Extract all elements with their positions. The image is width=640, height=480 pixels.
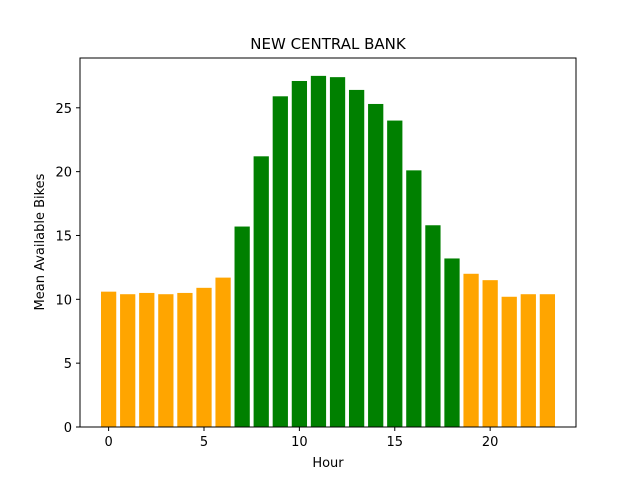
bar-hour-3 — [158, 294, 174, 427]
bar-hour-19 — [463, 273, 479, 427]
y-tick-label: 25 — [55, 102, 72, 117]
bar-hour-16 — [406, 170, 422, 427]
bar-hour-11 — [310, 75, 327, 428]
bar-hour-23 — [539, 294, 556, 427]
bar-hour-12 — [329, 77, 346, 427]
x-tick-label: 20 — [482, 435, 499, 450]
y-axis-label: Mean Available Bikes — [33, 173, 48, 310]
y-axis-ticks: 0 5 10 15 20 25 — [55, 102, 80, 436]
bar-hour-5 — [196, 287, 212, 427]
x-tick-label: 5 — [200, 435, 208, 450]
bar-hour-18 — [444, 258, 460, 427]
bar-hour-14 — [368, 103, 384, 428]
chart-title: NEW CENTRAL BANK — [250, 35, 407, 53]
bar-hour-7 — [234, 226, 250, 427]
y-tick-label: 10 — [55, 293, 72, 308]
bar-hour-4 — [177, 292, 193, 427]
bar-hour-21 — [501, 296, 517, 427]
y-tick-label: 0 — [64, 421, 72, 436]
y-tick-label: 20 — [55, 166, 72, 181]
bar-hour-13 — [348, 89, 365, 428]
x-axis-ticks: 0 5 10 15 20 — [104, 427, 498, 450]
bar-hour-1 — [120, 294, 136, 427]
x-tick-label: 10 — [291, 435, 308, 450]
bar-hour-17 — [425, 225, 441, 427]
x-axis-label: Hour — [312, 456, 344, 471]
plot-frame — [79, 57, 577, 428]
bar-hour-15 — [387, 120, 403, 427]
bar-hour-2 — [139, 292, 155, 427]
x-tick-label: 0 — [104, 435, 112, 450]
bar-hour-0 — [100, 291, 117, 427]
bar-hour-8 — [253, 156, 269, 427]
bar-hour-10 — [291, 80, 308, 427]
y-tick-label: 5 — [64, 357, 72, 372]
bar-hour-22 — [520, 294, 536, 427]
x-tick-label: 15 — [386, 435, 403, 450]
bar-hour-20 — [482, 280, 498, 427]
bars-group — [100, 75, 556, 428]
y-tick-label: 15 — [55, 229, 72, 244]
bar-hour-6 — [215, 277, 231, 427]
bar-hour-9 — [272, 96, 288, 427]
